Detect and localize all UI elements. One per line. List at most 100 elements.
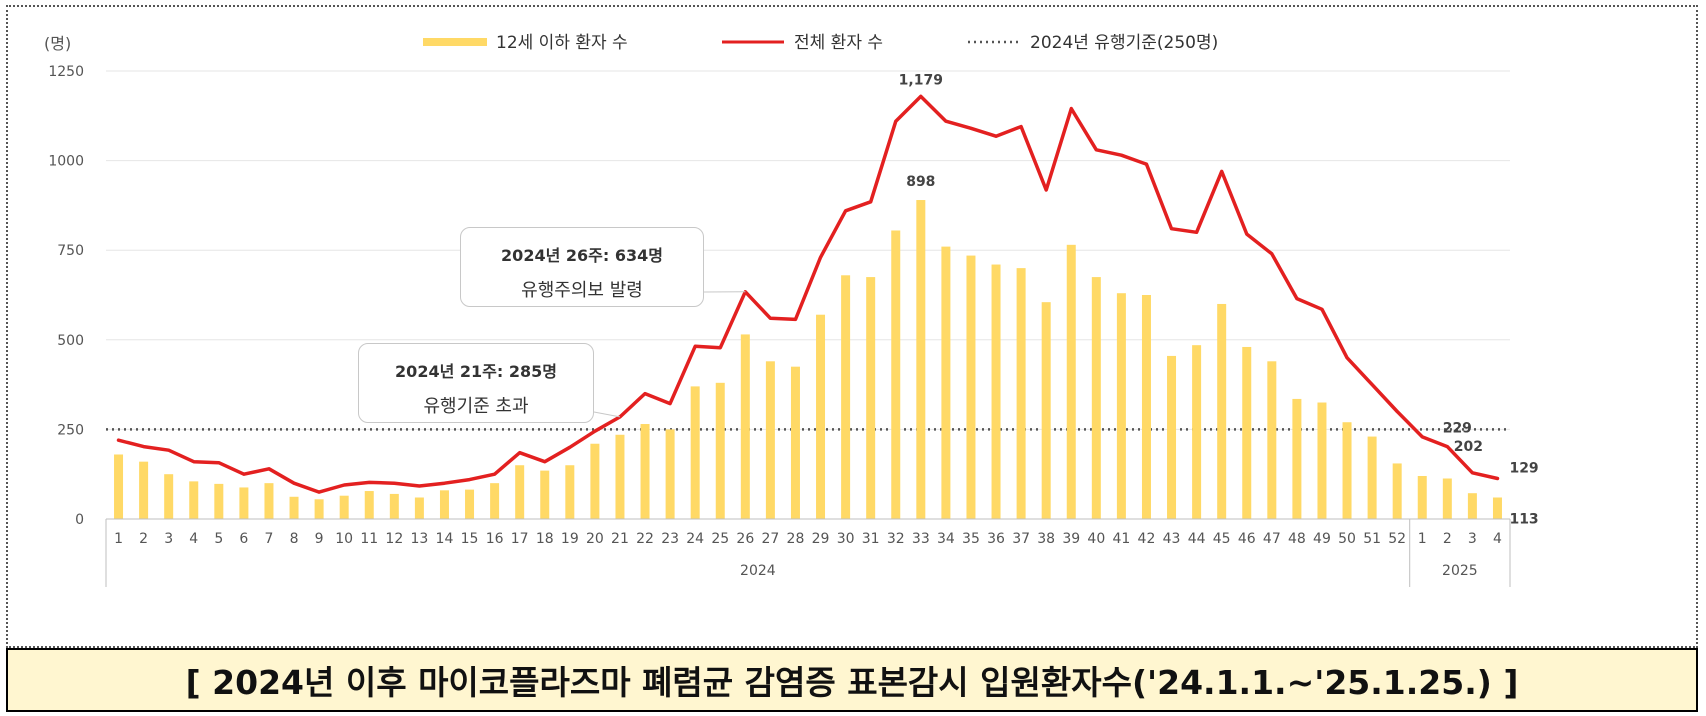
data-label: 129: [1509, 461, 1538, 477]
x-tick-label: 27: [761, 531, 779, 547]
bar: [515, 465, 525, 519]
x-tick-label: 51: [1363, 531, 1381, 547]
bar: [790, 366, 800, 519]
bar: [891, 230, 901, 519]
bar: [1292, 398, 1302, 519]
x-tick-label: 31: [862, 531, 880, 547]
bar: [414, 497, 424, 519]
bar: [1417, 475, 1427, 519]
line-point: [493, 473, 496, 476]
x-tick-label: 3: [1468, 531, 1477, 547]
line-point: [242, 473, 246, 476]
line-point: [518, 451, 521, 454]
x-tick-label: 23: [661, 531, 679, 547]
line-point: [719, 346, 722, 349]
bar: [114, 454, 124, 519]
y-unit-label: (명): [44, 34, 71, 53]
data-label: 229: [1443, 421, 1472, 437]
line-point: [1145, 162, 1148, 166]
bar: [1192, 345, 1202, 519]
bar: [565, 465, 575, 519]
x-tick-label: 13: [410, 531, 428, 547]
callout-21-title: 2024년 21주: 285명: [395, 362, 557, 381]
data-label: 113: [1509, 511, 1538, 527]
x-tick-label: 2: [139, 531, 148, 547]
caption-bar: [ 2024년 이후 마이코플라즈마 폐렴균 감염증 표본감시 입원환자수('2…: [6, 648, 1698, 712]
callout-26-subtitle: 유행주의보 발령: [521, 280, 643, 301]
callout-21-subtitle: 유행기준 초과: [423, 396, 529, 417]
x-tick-label: 32: [887, 531, 905, 547]
x-tick-label: 36: [987, 531, 1005, 547]
bar: [164, 474, 174, 519]
x-tick-label: 28: [787, 531, 805, 547]
line-point: [1496, 477, 1499, 480]
bar: [715, 382, 725, 519]
bar: [1367, 436, 1377, 519]
line-point: [1345, 356, 1349, 359]
line-point: [192, 460, 195, 463]
line-point: [1095, 148, 1098, 152]
legend: 12세 이하 환자 수 전체 환자 수 2024년 유행기준(250명): [423, 33, 1218, 53]
callout-week-21: 2024년 21주: 285명 유행기준 초과: [358, 343, 594, 423]
bar: [816, 314, 826, 519]
x-tick-label: 20: [586, 531, 604, 547]
line-point: [969, 127, 973, 130]
legend-ref-label: 2024년 유행기준(250명): [1030, 33, 1218, 53]
bar: [916, 200, 926, 520]
line-point: [1044, 188, 1048, 192]
x-tick-label: 34: [937, 531, 955, 547]
line-point: [1370, 383, 1374, 386]
callout-week-26: 2024년 26주: 634명 유행주의보 발령: [460, 227, 704, 307]
x-tick-label: 40: [1087, 531, 1105, 547]
line-point: [819, 256, 822, 259]
bar: [740, 334, 750, 519]
line-point: [1220, 170, 1223, 173]
x-tick-label: 22: [636, 531, 654, 547]
x-tick-label: 45: [1213, 531, 1231, 547]
line-point: [1120, 154, 1123, 157]
bar: [264, 483, 274, 519]
gridlines: [106, 70, 1510, 430]
bar: [590, 443, 600, 519]
callout-26-title: 2024년 26주: 634명: [501, 246, 663, 265]
line-point: [769, 317, 772, 320]
x-tick-label: 48: [1288, 531, 1306, 547]
line-point: [317, 490, 321, 494]
x-tick-label: 39: [1062, 531, 1080, 547]
line-point: [593, 429, 597, 433]
line-point: [844, 209, 847, 212]
bar: [314, 499, 324, 519]
data-label: 898: [906, 174, 935, 190]
line-path: [116, 94, 1500, 494]
x-tick-label: 43: [1163, 531, 1181, 547]
line-point: [418, 484, 421, 488]
line-series: [116, 94, 1500, 494]
bar: [1041, 302, 1051, 519]
x-tick-label: 44: [1188, 531, 1206, 547]
x-tick-label: 9: [315, 531, 324, 547]
data-label: 202: [1454, 439, 1483, 455]
line-point: [167, 448, 170, 452]
x-tick-label: 30: [837, 531, 855, 547]
x-tick-label: 3: [164, 531, 173, 547]
x-tick-label: 47: [1263, 531, 1281, 547]
bar: [1342, 422, 1352, 519]
line-point: [368, 481, 371, 484]
chart-frame: 0 250 500 750 1000 1250 2024 2025 1 2 3 4 5 6 7 8 9 10 11 1…: [6, 5, 1698, 648]
bar: [1091, 277, 1101, 519]
x-tick-label: 18: [536, 531, 554, 547]
caption-title: [ 2024년 이후 마이코플라즈마 폐렴균 감염증 표본감시 입원환자수('2…: [185, 663, 1519, 702]
line-point: [443, 481, 446, 485]
bar: [1267, 361, 1277, 519]
y-tick-label: 500: [57, 333, 84, 349]
line-point: [894, 119, 897, 123]
line-point: [1421, 435, 1424, 439]
bar: [465, 489, 475, 519]
bar-series: [114, 200, 1502, 520]
bar: [866, 277, 876, 519]
x-tick-label: 2: [1443, 531, 1452, 547]
y-tick-label: 0: [75, 512, 84, 528]
x-tick-label: 14: [436, 531, 454, 547]
